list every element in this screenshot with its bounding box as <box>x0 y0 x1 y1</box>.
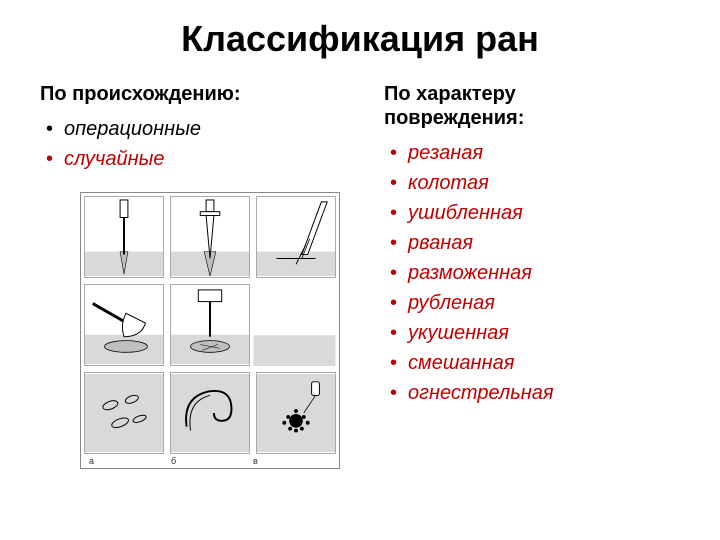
list-item: рубленая <box>388 288 680 318</box>
list-item: огнестрельная <box>388 378 680 408</box>
caption-letter: а <box>87 457 169 466</box>
list-item: колотая <box>388 168 680 198</box>
columns: По происхождению: операционные случайные <box>40 82 680 469</box>
list-item: случайные <box>44 144 360 174</box>
illustration-grid <box>81 193 339 457</box>
caption-letter: б <box>169 457 251 466</box>
list-item: укушенная <box>388 318 680 348</box>
caption-letter: в <box>251 457 333 466</box>
illustration-caption-row1: а б в <box>81 457 339 468</box>
list-item: рваная <box>388 228 680 258</box>
right-subheading-line2: повреждения: <box>384 107 524 129</box>
list-item: разможенная <box>388 258 680 288</box>
cell-crush-hammer-icon <box>170 284 250 366</box>
cell-lacerated-icon <box>84 372 164 454</box>
column-left: По происхождению: операционные случайные <box>40 82 360 469</box>
right-subheading: По характеру повреждения: <box>384 82 680 130</box>
slide: Классификация ран По происхождению: опер… <box>0 0 720 540</box>
slide-title: Классификация ран <box>40 18 680 60</box>
cell-cut-blade-icon <box>256 196 336 278</box>
left-subheading: По происхождению: <box>40 82 360 106</box>
left-bullet-list: операционные случайные <box>40 114 360 174</box>
column-right: По характеру повреждения: резаная колота… <box>384 82 680 469</box>
list-item: смешанная <box>388 348 680 378</box>
list-item: резаная <box>388 138 680 168</box>
cell-bite-icon <box>170 372 250 454</box>
cell-puncture-awl-icon <box>84 196 164 278</box>
cell-blank-icon <box>253 284 336 366</box>
list-item: операционные <box>44 114 360 144</box>
cell-chop-axe-icon <box>84 284 164 366</box>
right-bullet-list: резаная колотая ушибленная рваная размож… <box>384 138 680 408</box>
cell-stab-dagger-icon <box>170 196 250 278</box>
list-item: ушибленная <box>388 198 680 228</box>
cell-gunshot-icon <box>256 372 336 454</box>
right-subheading-line1: По характеру <box>384 83 516 105</box>
wound-types-illustration: а б в <box>80 192 340 469</box>
